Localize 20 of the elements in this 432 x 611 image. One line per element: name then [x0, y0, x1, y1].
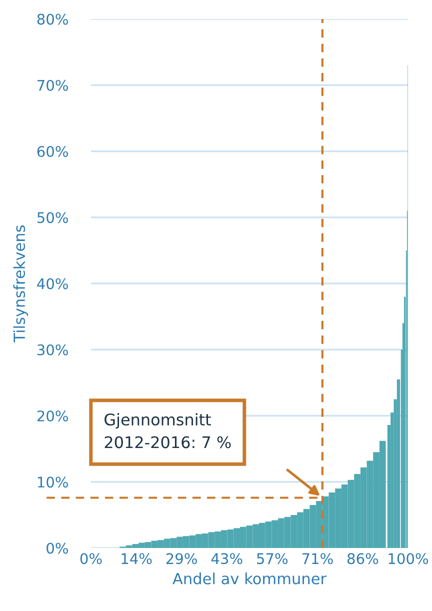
- x-tick-label: 100%: [388, 553, 428, 564]
- y-tick-label: 60%: [37, 146, 68, 157]
- x-tick-label: 0%: [80, 553, 102, 564]
- y-tick-label: 10%: [38, 476, 68, 488]
- x-tick-label: 71%: [302, 553, 333, 564]
- y-tick-label: 80%: [37, 14, 68, 25]
- y-tick-label: 70%: [38, 80, 68, 91]
- y-axis-title: Tilsynsfrekvens: [13, 225, 28, 342]
- x-tick-label: 43%: [211, 553, 242, 564]
- x-tick-label: 29%: [166, 553, 197, 564]
- y-tick-label: 30%: [37, 344, 68, 356]
- annotation: Gjennomsnitt 2012-2016: 7 %: [104, 413, 231, 448]
- y-tick-label: 40%: [37, 278, 68, 290]
- x-tick-label: 86%: [347, 553, 378, 564]
- y-tick-label: 50%: [37, 212, 68, 224]
- y-tick-label: 20%: [37, 410, 68, 422]
- x-tick-label: 57%: [257, 553, 288, 564]
- x-tick-label: 14%: [122, 553, 152, 564]
- y-tick-label: 0%: [46, 542, 68, 554]
- x-axis-title: Andel av kommuner: [172, 572, 327, 584]
